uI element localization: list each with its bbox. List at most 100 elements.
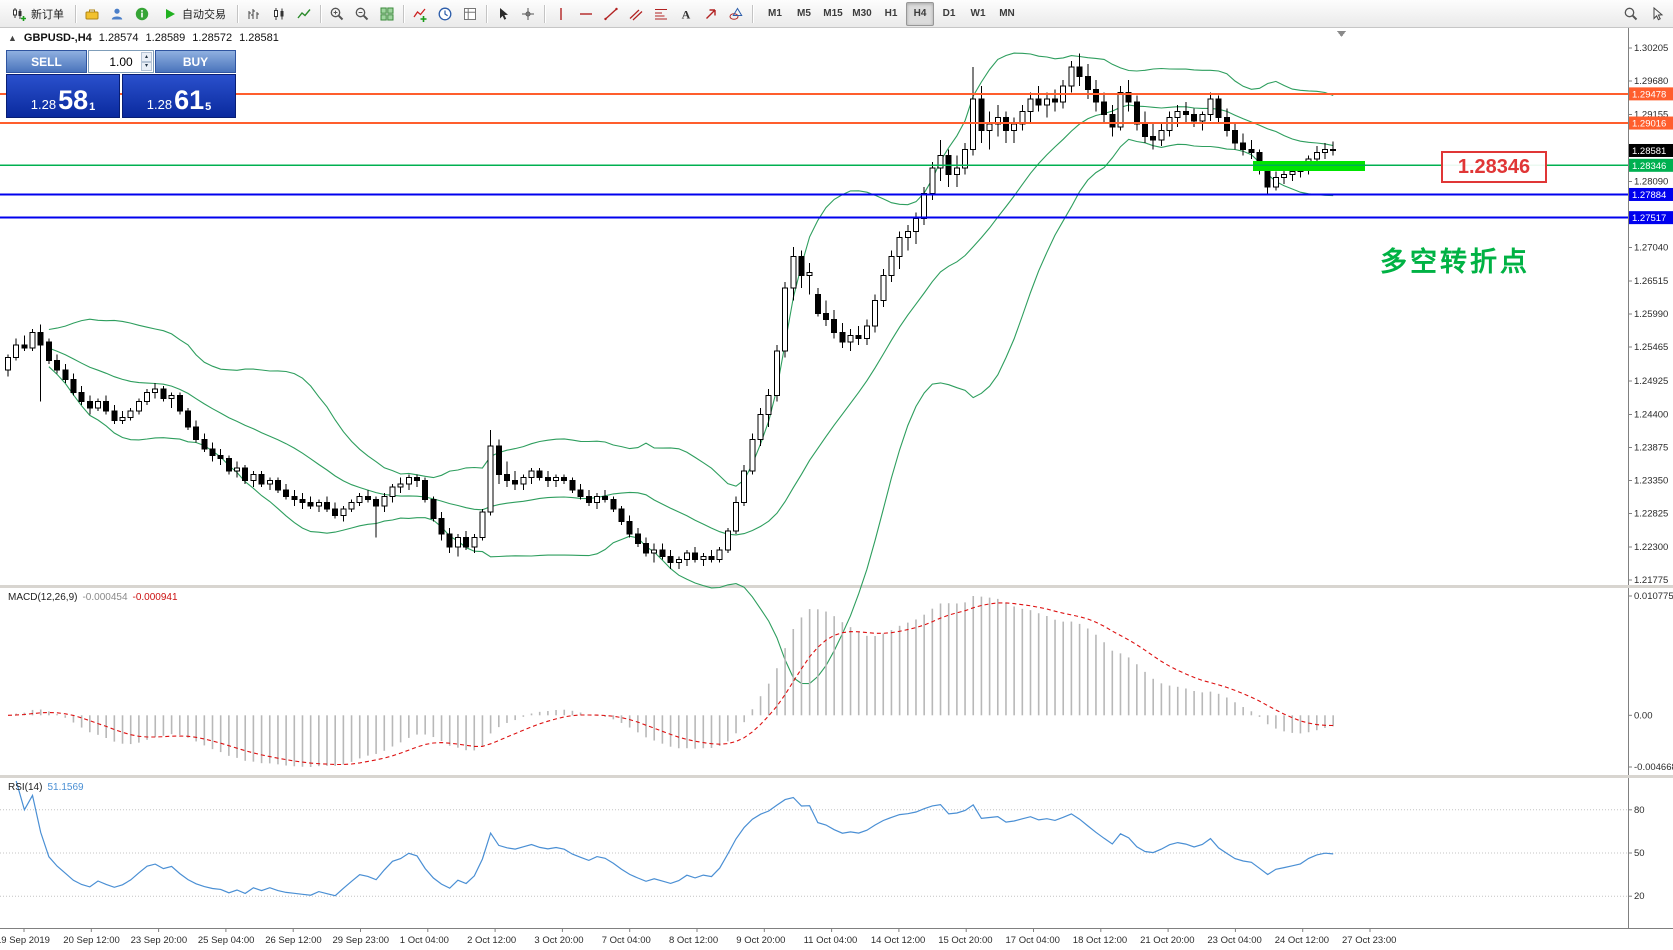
- timeframe-m15-button[interactable]: M15: [823, 8, 843, 19]
- line-chart-icon: [296, 6, 312, 22]
- svg-text:0.010775: 0.010775: [1634, 591, 1673, 602]
- timeframe-d1-button[interactable]: D1: [942, 8, 956, 19]
- spinner-up-icon[interactable]: ▴: [141, 52, 152, 62]
- svg-text:1.27040: 1.27040: [1634, 243, 1668, 254]
- templates-button[interactable]: [458, 3, 482, 25]
- pointer-icon: [1649, 6, 1665, 22]
- channel-icon: [628, 6, 644, 22]
- svg-text:20 Sep 12:00: 20 Sep 12:00: [63, 935, 120, 946]
- cursor-tool-button[interactable]: [491, 3, 515, 25]
- price-callout-box[interactable]: 1.28346: [1441, 151, 1547, 183]
- candle-chart-button[interactable]: [267, 3, 291, 25]
- trendline-tool-button[interactable]: [599, 3, 623, 25]
- buy-button[interactable]: BUY: [155, 50, 236, 73]
- text-tool-icon: A: [678, 6, 694, 22]
- timeframe-w1-button[interactable]: W1: [970, 8, 986, 19]
- svg-text:1.23875: 1.23875: [1634, 442, 1668, 453]
- bar-high-value: 1.28589: [145, 32, 186, 44]
- svg-text:1.25465: 1.25465: [1634, 342, 1668, 353]
- svg-text:9 Oct 20:00: 9 Oct 20:00: [736, 935, 785, 946]
- candles-layer: [5, 53, 1337, 569]
- vertical-line-tool-button[interactable]: [549, 3, 573, 25]
- sell-button[interactable]: SELL: [6, 50, 87, 73]
- volume-spinner[interactable]: ▴ ▾: [141, 52, 152, 71]
- collapse-icon[interactable]: ▲: [8, 33, 17, 43]
- rsi-value: 51.1569: [47, 782, 84, 793]
- indicators-button[interactable]: [408, 3, 432, 25]
- buy-price-pipette: 5: [205, 101, 212, 113]
- svg-text:18 Oct 12:00: 18 Oct 12:00: [1073, 935, 1127, 946]
- fibonacci-tool-button[interactable]: [649, 3, 673, 25]
- toolbar-separator: [752, 4, 753, 23]
- pointer-mode-button[interactable]: [1645, 3, 1669, 25]
- svg-text:1.27884: 1.27884: [1632, 190, 1666, 201]
- price-badges-layer: 1.29478 1.29016 1.28346 1.27884 1.27517 1.285…: [1629, 87, 1673, 225]
- help-button[interactable]: [130, 3, 154, 25]
- bar-close-value: 1.28581: [239, 32, 279, 44]
- macd-indicator-label: MACD(12,26,9) -0.000454 -0.000941: [8, 592, 178, 603]
- search-button[interactable]: [1619, 3, 1643, 25]
- bar-low-value: 1.28572: [192, 32, 233, 44]
- tile-windows-icon: [379, 6, 395, 22]
- bar-open-value: 1.28574: [98, 32, 139, 44]
- toolbox-icon: [84, 6, 100, 22]
- tile-windows-button[interactable]: [375, 3, 399, 25]
- timeframe-m30-button[interactable]: M30: [852, 8, 872, 19]
- zoom-in-icon: [329, 6, 345, 22]
- toolbar-separator: [403, 4, 404, 23]
- line-chart-button[interactable]: [292, 3, 316, 25]
- bollinger-layer: [48, 52, 1334, 685]
- time-axis-layer: 19 Sep 2019 20 Sep 12:00 23 Sep 20:00 25 Se…: [0, 928, 1396, 946]
- macd-layer: 0.010775 0.00 -0.004668: [7, 591, 1673, 773]
- periods-button[interactable]: [433, 3, 457, 25]
- shapes-icon: [728, 6, 744, 22]
- timeframe-h4-button[interactable]: H4: [906, 1, 934, 26]
- buy-price-big: 61: [174, 85, 205, 115]
- turning-point-note[interactable]: 多空转折点: [1380, 247, 1530, 277]
- timeframe-mn-button[interactable]: MN: [999, 8, 1015, 19]
- sell-price-display[interactable]: 1.28 58 1: [6, 74, 120, 118]
- buy-price-display[interactable]: 1.28 61 5: [122, 74, 236, 118]
- svg-text:23 Sep 20:00: 23 Sep 20:00: [131, 935, 188, 946]
- svg-text:8 Oct 12:00: 8 Oct 12:00: [669, 935, 718, 946]
- zoom-in-button[interactable]: [325, 3, 349, 25]
- horizontal-line-tool-button[interactable]: [574, 3, 598, 25]
- trendline-icon: [603, 6, 619, 22]
- community-button[interactable]: [105, 3, 129, 25]
- bar-chart-button[interactable]: [242, 3, 266, 25]
- svg-text:27 Oct 23:00: 27 Oct 23:00: [1342, 935, 1396, 946]
- toolbar-separator: [75, 4, 76, 23]
- svg-text:1.30205: 1.30205: [1634, 43, 1668, 54]
- new-order-button[interactable]: 新订单: [4, 3, 71, 25]
- main-toolbar: 新订单 自动交易 A M1 M5 M15 M30 H1 H4 D1 W1 MN: [0, 0, 1673, 28]
- channel-tool-button[interactable]: [624, 3, 648, 25]
- svg-text:1.23350: 1.23350: [1634, 476, 1668, 487]
- person-icon: [109, 6, 125, 22]
- indicators-icon: [412, 6, 428, 22]
- svg-text:1.22825: 1.22825: [1634, 509, 1668, 520]
- toolbar-separator: [544, 4, 545, 23]
- macd-value-main: -0.000454: [82, 592, 128, 603]
- vertical-line-icon: [553, 6, 569, 22]
- chart-canvas[interactable]: 1.30205 1.29680 1.29155 1.28090 1.27040 1.265…: [0, 28, 1673, 950]
- text-tool-button[interactable]: A: [674, 3, 698, 25]
- zoom-out-button[interactable]: [350, 3, 374, 25]
- toolbox-button[interactable]: [80, 3, 104, 25]
- svg-text:50: 50: [1634, 848, 1645, 859]
- svg-text:1.26515: 1.26515: [1634, 276, 1668, 287]
- timeframe-m5-button[interactable]: M5: [797, 8, 811, 19]
- info-icon: [134, 6, 150, 22]
- arrow-tool-button[interactable]: [699, 3, 723, 25]
- shapes-tool-button[interactable]: [724, 3, 748, 25]
- sell-price-prefix: 1.28: [30, 97, 57, 112]
- macd-name: MACD(12,26,9): [8, 592, 78, 603]
- autotrade-button[interactable]: 自动交易: [155, 3, 233, 25]
- volume-field[interactable]: 1.00 ▴ ▾: [88, 50, 154, 73]
- spinner-down-icon[interactable]: ▾: [141, 61, 152, 71]
- timeframe-h1-button[interactable]: H1: [884, 8, 898, 19]
- play-icon: [162, 6, 178, 22]
- svg-text:1.28581: 1.28581: [1632, 146, 1666, 157]
- svg-text:3 Oct 20:00: 3 Oct 20:00: [534, 935, 583, 946]
- timeframe-m1-button[interactable]: M1: [768, 8, 782, 19]
- crosshair-tool-button[interactable]: [516, 3, 540, 25]
